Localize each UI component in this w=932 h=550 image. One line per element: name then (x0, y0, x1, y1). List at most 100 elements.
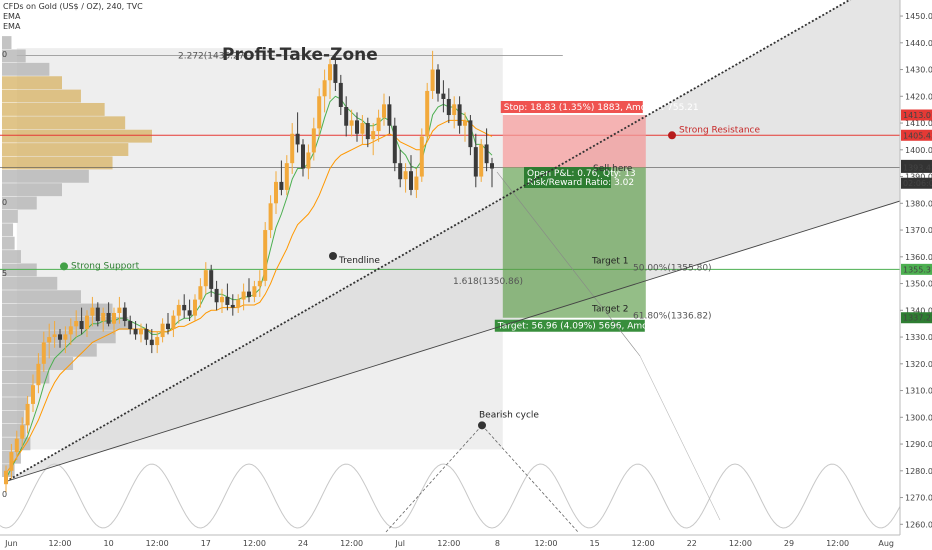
price-tag-bg (901, 312, 932, 324)
volume-profile-bar (2, 397, 28, 411)
x-tick-label: 22 (687, 539, 697, 548)
candle-body (149, 339, 154, 346)
candle-body (436, 69, 440, 94)
candle-body (328, 64, 332, 81)
volume-profile-bar (2, 209, 18, 223)
x-tick-label: 12:00 (48, 539, 71, 548)
y-tick-label: 1430.00 (905, 66, 932, 75)
candle-body (58, 334, 62, 340)
candle-body (95, 307, 100, 321)
candle-body (20, 425, 25, 439)
y-tick-label: 1320.00 (905, 360, 932, 369)
y-tick-label: 1360.00 (905, 253, 932, 262)
y-tick-label: 1260.00 (905, 520, 932, 529)
candle-body (349, 120, 354, 126)
volume-profile-bar (2, 116, 126, 130)
candle-body (63, 334, 68, 340)
candle-body (490, 163, 494, 169)
candle-body (311, 128, 316, 153)
candle-body (263, 230, 268, 281)
candle-body (139, 329, 143, 335)
ema-indicator-2[interactable]: EMA (3, 22, 21, 31)
x-tick-label: 24 (298, 539, 308, 548)
volume-profile-bar (2, 236, 15, 250)
price-tag-bg (901, 263, 932, 275)
candle-body (430, 69, 435, 91)
candle-body (247, 291, 251, 297)
price-tag-label: 1393.42 (903, 163, 932, 172)
candle-body (230, 304, 235, 308)
candle-body (198, 286, 203, 300)
trendline (5, 0, 852, 483)
x-tick-label: Jul (394, 539, 405, 548)
volume-profile-bar (2, 383, 34, 397)
rr-label: Risk/Reward Ratio: 3.02 (527, 178, 634, 188)
cycle-down-line (481, 425, 579, 533)
y-tick-label: 1390.00 (905, 173, 932, 182)
price-tag-label: 1355.31 (903, 265, 932, 274)
candle-body (344, 107, 349, 126)
ema-indicator-1[interactable]: EMA (3, 12, 21, 21)
fib-target-2-label: 61.80%(1336.82) (633, 312, 712, 322)
time-axis-bg (0, 535, 932, 550)
x-tick-label: 12:00 (729, 539, 752, 548)
candle-body (47, 337, 52, 343)
volume-profile-bar (2, 143, 129, 156)
candle-body (241, 291, 246, 300)
y-tick-label: 1310.00 (905, 387, 932, 396)
x-tick-label: 12:00 (534, 539, 557, 548)
volume-profile-bar (2, 410, 25, 424)
candle-body (203, 270, 208, 287)
volume-profile-bar (2, 370, 50, 384)
candle-body (257, 280, 262, 287)
candle-body (306, 152, 311, 169)
volume-profile-bar (2, 36, 12, 49)
candle-body (193, 299, 197, 316)
price-tag-label: 1337.22 (903, 314, 932, 323)
candle-body (90, 307, 95, 316)
candle-body (101, 312, 106, 321)
candle-body (112, 312, 116, 324)
y-tick-label: 1280.00 (905, 467, 932, 476)
candle-body (295, 133, 300, 145)
candle-body (279, 181, 284, 190)
candle-body (457, 104, 462, 126)
cycle-wave (0, 463, 900, 529)
volume-profile-bar (2, 250, 21, 263)
volume-profile-bar (2, 129, 152, 143)
y-tick-label: 1450.00 (905, 12, 932, 21)
target-label-bg (494, 319, 645, 332)
candle-body (36, 363, 41, 386)
candle-body (9, 452, 14, 471)
target-label: Target: 56.96 (4.09%) 5696, Amount: 1740… (497, 322, 706, 332)
volume-profile-bar (2, 223, 14, 237)
candle-body (468, 120, 473, 148)
symbol-title[interactable]: CFDs on Gold (US$ / OZ), 240, TVC (3, 2, 143, 11)
candle-body (452, 104, 457, 116)
bearish-cycle-label: Bearish cycle (479, 410, 539, 420)
volume-profile-bar (2, 183, 62, 197)
candle-body (414, 176, 419, 190)
x-tick-label: 12:00 (146, 539, 169, 548)
candle-body (52, 334, 57, 338)
candle-body (484, 144, 489, 164)
volume-profile-bar (2, 169, 89, 183)
y-tick-label: 1400.00 (905, 146, 932, 155)
price-tag-bg (901, 129, 932, 141)
volume-profile-bar (2, 196, 37, 210)
volume-profile-bar (2, 423, 26, 437)
candle-body (419, 136, 424, 177)
candle-body (338, 82, 343, 107)
candle-body (360, 123, 365, 134)
candle-body (317, 96, 322, 129)
y-tick-label: 1420.00 (905, 92, 932, 101)
candle-body (133, 329, 138, 335)
x-tick-label: 12:00 (826, 539, 849, 548)
y-tick-label: 1330.00 (905, 333, 932, 342)
y-tick-label: 1410.00 (905, 119, 932, 128)
price-tag-bg (901, 161, 932, 173)
x-tick-label: 15 (590, 539, 600, 548)
candle-body (182, 304, 187, 311)
y-tick-label: 1380.00 (905, 199, 932, 208)
